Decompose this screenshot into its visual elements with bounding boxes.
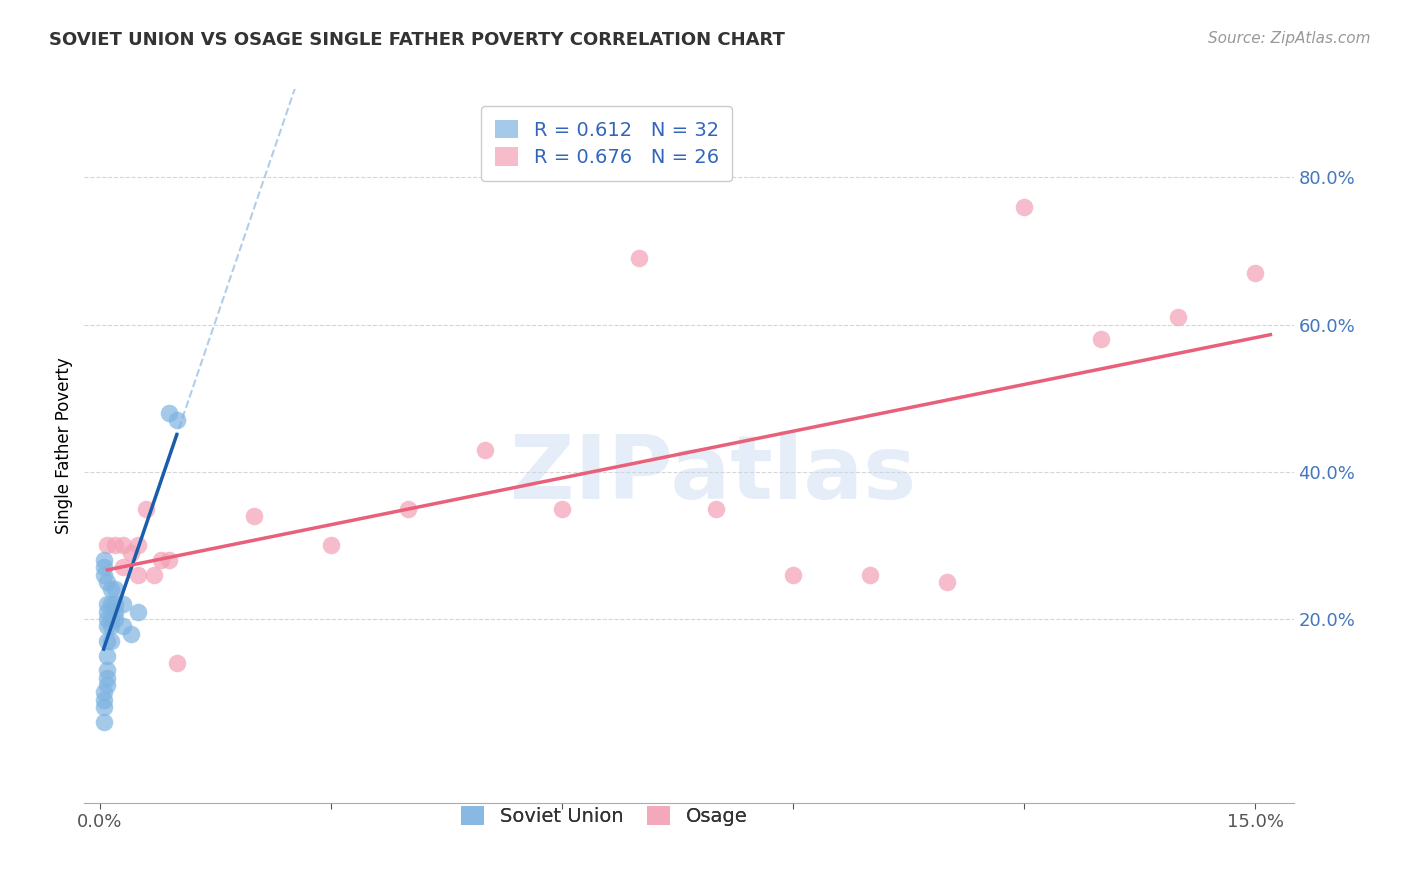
Point (150, 553, 173, 567)
Point (104, 538, 127, 552)
Point (104, 597, 127, 611)
Text: SOVIET UNION VS OSAGE SINGLE FATHER POVERTY CORRELATION CHART: SOVIET UNION VS OSAGE SINGLE FATHER POVE… (49, 31, 785, 49)
Point (319, 538, 342, 552)
Point (704, 501, 727, 516)
Point (100, 582, 122, 597)
Point (1012, 200, 1035, 214)
Point (111, 619, 134, 633)
Point (1167, 310, 1189, 325)
Point (243, 508, 266, 523)
Point (96, 678, 118, 692)
Point (104, 612, 127, 626)
Point (127, 567, 149, 582)
Point (96, 634, 118, 648)
Point (93, 567, 115, 582)
Point (157, 553, 180, 567)
Text: Source: ZipAtlas.com: Source: ZipAtlas.com (1208, 31, 1371, 46)
Point (96, 671, 118, 685)
Point (127, 605, 149, 619)
Point (859, 567, 882, 582)
Point (396, 501, 419, 516)
Point (936, 575, 959, 590)
Point (111, 538, 134, 552)
Point (100, 612, 122, 626)
Point (551, 501, 574, 516)
Point (474, 442, 496, 457)
Point (96, 648, 118, 663)
Point (627, 252, 650, 266)
Point (1090, 332, 1112, 346)
Point (93, 560, 115, 574)
Y-axis label: Single Father Poverty: Single Father Poverty (55, 358, 73, 534)
Point (166, 656, 188, 670)
Point (166, 413, 188, 427)
Point (93, 693, 115, 707)
Text: ZIPatlas: ZIPatlas (510, 431, 917, 518)
Point (96, 619, 118, 633)
Point (142, 567, 165, 582)
Point (96, 597, 118, 611)
Point (96, 605, 118, 619)
Point (93, 700, 115, 714)
Point (96, 575, 118, 590)
Point (111, 597, 134, 611)
Point (100, 634, 122, 648)
Point (93, 685, 115, 699)
Point (157, 406, 180, 420)
Legend: Soviet Union, Osage: Soviet Union, Osage (447, 792, 761, 839)
Point (104, 605, 127, 619)
Point (96, 664, 118, 678)
Point (100, 597, 122, 611)
Point (104, 582, 127, 597)
Point (120, 546, 142, 560)
Point (135, 501, 157, 516)
Point (1244, 266, 1267, 280)
Point (93, 553, 115, 567)
Point (127, 538, 149, 552)
Point (93, 714, 115, 729)
Point (120, 626, 142, 640)
Point (782, 567, 804, 582)
Point (96, 612, 118, 626)
Point (96, 538, 118, 552)
Point (100, 619, 122, 633)
Point (111, 560, 134, 574)
